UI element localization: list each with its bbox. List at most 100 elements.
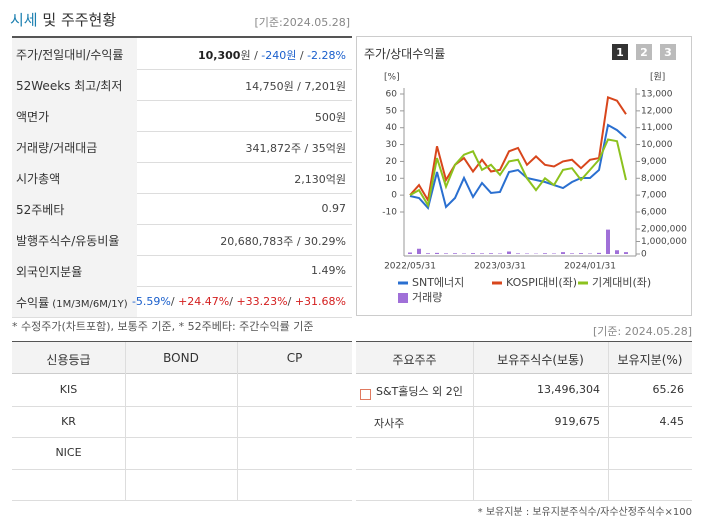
row-label: 시가총액 [16, 170, 60, 187]
page-title: 시세 및 주주현황 [10, 9, 116, 30]
row-value: 2,130억원 [294, 171, 346, 187]
text-part: / [170, 294, 179, 308]
title-rest: 및 주주현황 [42, 11, 117, 29]
y-axis-label: [%] [384, 73, 400, 83]
row-label: 주가/전일대비/수익률 [16, 46, 123, 63]
button[interactable] [612, 44, 628, 60]
row-line [12, 405, 352, 407]
row-line [12, 437, 352, 438]
volume-bar [516, 253, 520, 254]
row-line [12, 317, 352, 318]
text-part: +24.47% [178, 294, 230, 308]
volume-bar [597, 252, 601, 254]
button-label[interactable]: 2 [640, 46, 648, 59]
title: 시세 [10, 11, 38, 29]
text-part: 거래량/거래대금 [16, 140, 98, 155]
row-line [12, 468, 352, 470]
text-part: +31.68% [294, 294, 346, 308]
row-label: 거래량/거래대금 [16, 139, 97, 156]
chart: [%] [원]-1001020304050606,0007,0008,0009,0… [382, 44, 687, 304]
legend-label: SNT에너지 [412, 276, 464, 289]
volume-bar [606, 229, 610, 254]
y3-tick-label: 2,000,000 [641, 225, 687, 235]
button[interactable] [636, 44, 652, 60]
volume-bar [444, 253, 448, 254]
y2-axis-label: [원] [650, 72, 665, 83]
text-part: 52주베타 [16, 202, 65, 217]
row-value: 14,750원 / 7,201원 [245, 78, 346, 94]
y-tick-label: 20 [386, 157, 398, 167]
volume-bar [480, 253, 484, 254]
button[interactable] [660, 44, 676, 60]
row-value: 500원 [315, 109, 346, 125]
label-cell [12, 255, 137, 286]
text-part: / [296, 48, 308, 62]
y2-tick-label: 12,000 [641, 106, 673, 116]
label-cell [12, 38, 137, 69]
text-part: 액면가 [16, 109, 50, 124]
legend-label: 거래량 [412, 291, 442, 304]
col-line [473, 342, 474, 500]
row-label: 발행주식수/유동비율 [16, 232, 119, 249]
legend-label: KOSPI대비(좌) [506, 276, 577, 289]
row-value: 341,872주 / 35억원 [245, 140, 346, 156]
y-tick-label: 10 [386, 174, 398, 184]
volume-bar [507, 251, 511, 254]
row-label: 외국인지분율 [16, 263, 82, 280]
y-tick-label: 50 [386, 106, 398, 116]
y2-tick-label: 13,000 [641, 90, 673, 100]
rule [12, 36, 352, 38]
text-part: (1M/3M/6M/1Y) [49, 298, 128, 310]
row-value: 10,300원 / -240원 / -2.28% [198, 47, 346, 63]
label-cell [12, 69, 137, 100]
header-cell: BOND [163, 351, 199, 365]
y2-tick-label: 10,000 [641, 140, 673, 150]
row-line [12, 286, 352, 287]
text-part: 14,750원 / 7,201원 [245, 79, 346, 93]
line [409, 123, 627, 211]
date: [기준:2024.05.28] [254, 16, 350, 29]
text-part: -240원 [261, 48, 297, 62]
table-header [356, 342, 692, 374]
row-value: -5.59%/ +24.47%/ +33.23%/ +31.68% [132, 295, 346, 308]
y2-tick-label: 11,000 [641, 123, 673, 133]
y-tick-label: 60 [386, 90, 398, 100]
cell: KIS [59, 383, 78, 396]
row-line [12, 131, 352, 132]
text-part: -5.59% [131, 294, 171, 308]
row-line [12, 100, 352, 101]
button-label[interactable]: 1 [616, 46, 624, 59]
row-value: 1.49% [311, 264, 346, 277]
text-part: 외국인지분율 [16, 264, 83, 279]
chart-panel [356, 36, 692, 316]
text-part: 52Weeks 최고/최저 [16, 78, 123, 93]
volume-bar [417, 248, 421, 254]
row-label: 52주베타 [16, 201, 64, 218]
col-line [237, 342, 238, 500]
button-label[interactable]: 3 [664, 46, 672, 59]
cell: KR [61, 414, 76, 428]
row-label: 액면가 [16, 108, 49, 125]
col-line [608, 342, 609, 500]
volume-bar [579, 253, 583, 254]
row-line [356, 500, 692, 501]
cell: 65.26 [652, 383, 685, 396]
row-value: 20,680,783주 / 30.29% [220, 233, 346, 249]
volume-bar [615, 250, 619, 254]
row-line [12, 162, 352, 163]
text-part: +33.23% [236, 294, 288, 308]
volume-bar [498, 253, 502, 254]
text-part: / [250, 48, 262, 62]
header-cell: 주요주주 [392, 353, 437, 367]
volume-bar [426, 253, 430, 254]
row-line [12, 193, 352, 194]
text-part: 0.97 [321, 201, 347, 215]
volume-bar [561, 252, 565, 254]
chart-date: [기준: 2024.05.28] [592, 325, 692, 338]
volume-bar [408, 252, 412, 254]
volume-bar [543, 253, 547, 254]
text-part: 발행주식수/유동비율 [16, 233, 120, 248]
y-tick-label: -10 [382, 208, 397, 218]
note: * 수정주가(차트포함), 보통주 기준, * 52주베타: 주간수익률 기준 [12, 320, 314, 333]
legend-label: 기계대비(좌) [592, 276, 651, 289]
